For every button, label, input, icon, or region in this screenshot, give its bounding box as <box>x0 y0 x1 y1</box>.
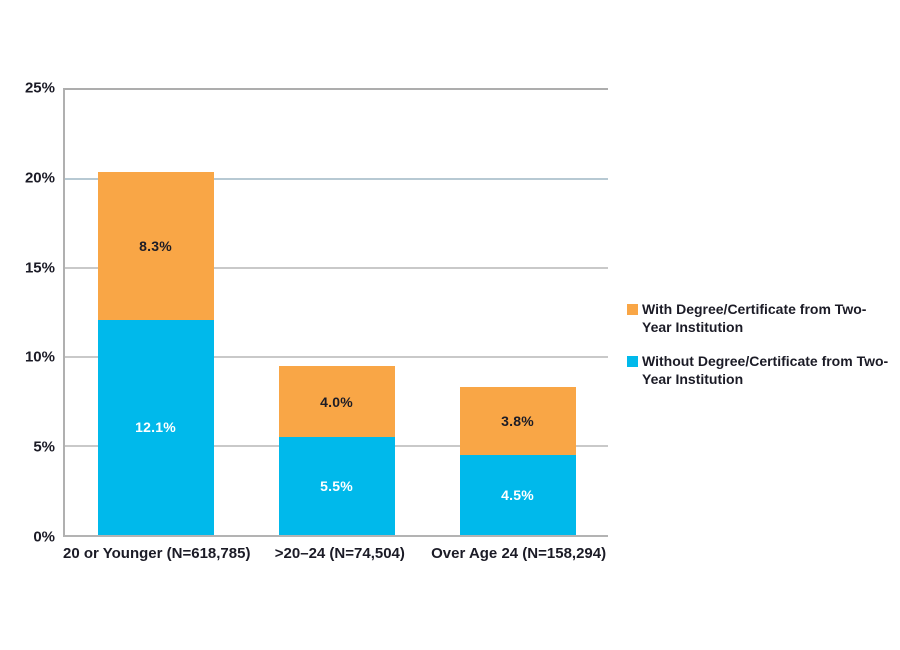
legend-label: With Degree/Certificate from Two-Year In… <box>642 301 867 335</box>
segment-value-label: 5.5% <box>320 478 353 495</box>
gridline-20pct <box>65 178 608 180</box>
plot-area: 8.3% 12.1% 4.0% 5.5% 3.8% 4.5% <box>63 88 608 537</box>
y-axis: 0% 5% 10% 15% 20% 25% <box>0 81 55 545</box>
legend-item: Without Degree/Certificate from Two-Year… <box>627 353 895 388</box>
y-tick-label: 5% <box>33 438 55 456</box>
stacked-bar: 8.3% 12.1% <box>97 90 214 535</box>
bar-segment: 4.0% <box>278 365 395 438</box>
legend-swatch-icon <box>627 304 638 315</box>
bar-cell: 4.0% 5.5% <box>246 90 427 535</box>
gridline-10pct <box>65 356 608 358</box>
segment-value-label: 4.5% <box>501 486 534 503</box>
legend-label: Without Degree/Certificate from Two-Year… <box>642 353 889 387</box>
bar-cell: 8.3% 12.1% <box>65 90 246 535</box>
bar-segment: 4.5% <box>459 454 576 535</box>
y-tick-label: 25% <box>24 79 55 97</box>
bar-segment: 8.3% <box>97 171 214 320</box>
y-tick-label: 20% <box>24 169 55 187</box>
y-tick-label: 15% <box>24 259 55 277</box>
x-axis-label: >20–24 (N=74,504) <box>274 545 405 562</box>
y-tick-label: 0% <box>33 528 55 546</box>
bar-segment: 3.8% <box>459 387 576 455</box>
bar-cell: 3.8% 4.5% <box>427 90 608 535</box>
bar-segment: 12.1% <box>97 319 214 535</box>
bars-layer: 8.3% 12.1% 4.0% 5.5% 3.8% 4.5% <box>65 90 608 535</box>
segment-value-label: 12.1% <box>135 419 176 436</box>
x-axis-label: 20 or Younger (N=618,785) <box>63 545 251 562</box>
legend-item: With Degree/Certificate from Two-Year In… <box>627 301 895 336</box>
legend: With Degree/Certificate from Two-Year In… <box>627 301 895 406</box>
segment-value-label: 3.8% <box>501 413 534 430</box>
bar-segment: 5.5% <box>278 437 395 535</box>
segment-value-label: 8.3% <box>139 237 172 254</box>
legend-swatch-icon <box>627 356 638 368</box>
x-axis-label: Over Age 24 (N=158,294) <box>431 545 607 562</box>
stacked-bar: 3.8% 4.5% <box>459 90 576 535</box>
gridline-15pct <box>65 267 608 269</box>
stacked-bar: 4.0% 5.5% <box>278 90 395 535</box>
x-axis: 20 or Younger (N=618,785) >20–24 (N=74,50… <box>63 545 608 563</box>
y-tick-label: 10% <box>24 348 55 366</box>
segment-value-label: 4.0% <box>320 393 353 410</box>
